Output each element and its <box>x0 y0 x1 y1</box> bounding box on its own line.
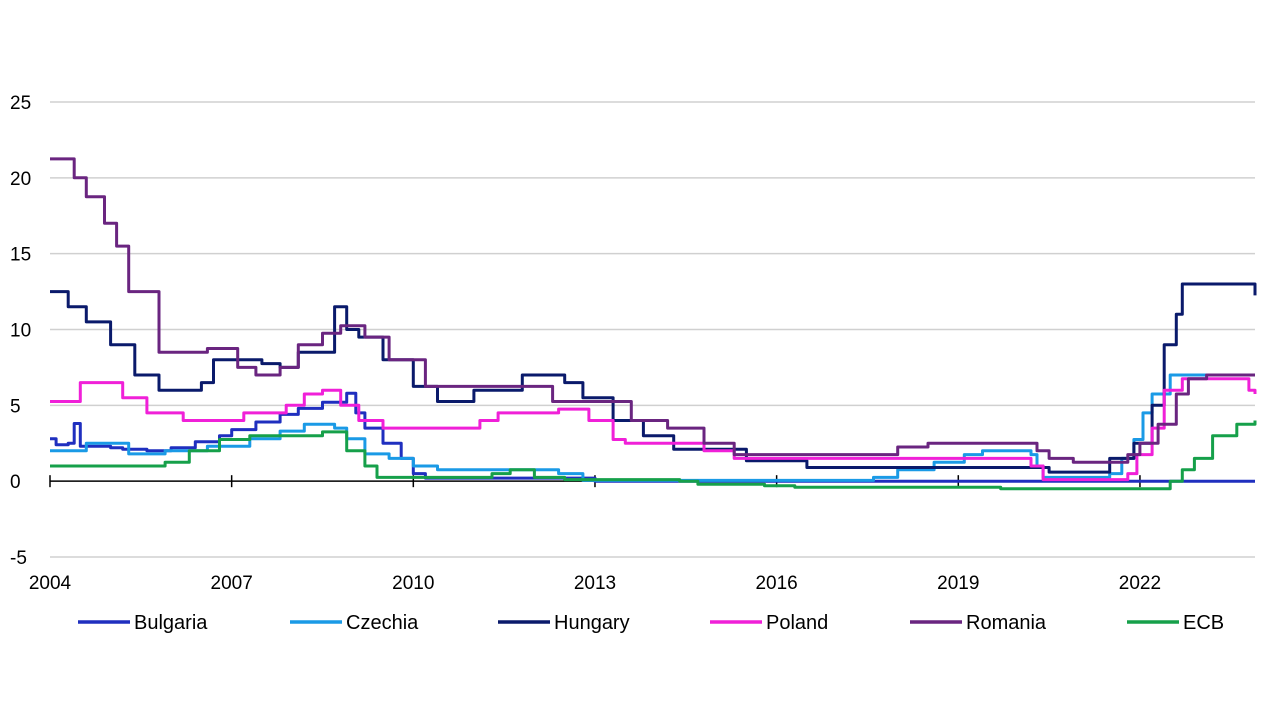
y-tick-label: -5 <box>10 548 27 569</box>
x-tick-label: 2010 <box>392 573 434 594</box>
legend-item-czechia: Czechia <box>290 612 419 634</box>
x-tick-label: 2007 <box>211 573 253 594</box>
x-tick-label: 2019 <box>937 573 979 594</box>
y-axis: -5 0 5 10 15 20 25 <box>10 93 31 569</box>
y-tick-label: 5 <box>10 396 21 417</box>
y-tick-label: 20 <box>10 169 31 190</box>
series-lines <box>50 157 1257 491</box>
gridlines <box>50 101 1255 558</box>
x-tick-label: 2016 <box>755 573 797 594</box>
legend-item-hungary: Hungary <box>498 612 630 634</box>
x-tick-label: 2013 <box>574 573 616 594</box>
series-line-poland <box>50 377 1257 482</box>
legend: Bulgaria Czechia Hungary Poland Romania ECB <box>78 612 1224 634</box>
legend-item-bulgaria: Bulgaria <box>78 612 208 634</box>
y-tick-label: 15 <box>10 245 31 266</box>
legend-label: Bulgaria <box>134 612 208 634</box>
legend-item-romania: Romania <box>910 612 1047 634</box>
legend-label: ECB <box>1183 612 1224 634</box>
x-tick-label: 2022 <box>1119 573 1161 594</box>
x-tick-label: 2004 <box>29 573 72 594</box>
series-line-hungary <box>50 282 1257 474</box>
legend-item-ecb: ECB <box>1127 612 1224 634</box>
legend-label: Czechia <box>346 612 419 634</box>
legend-label: Poland <box>766 612 828 634</box>
legend-item-poland: Poland <box>710 612 828 634</box>
y-tick-label: 0 <box>10 472 21 493</box>
legend-label: Hungary <box>554 612 630 634</box>
series-line-czechia <box>50 373 1255 482</box>
x-axis: 2004 2007 2010 2013 2016 2019 2022 <box>29 475 1255 594</box>
series-line-romania <box>50 157 1255 464</box>
y-tick-label: 10 <box>10 321 31 342</box>
legend-label: Romania <box>966 612 1047 634</box>
y-tick-label: 25 <box>10 93 31 114</box>
series-line-ecb <box>50 420 1257 491</box>
